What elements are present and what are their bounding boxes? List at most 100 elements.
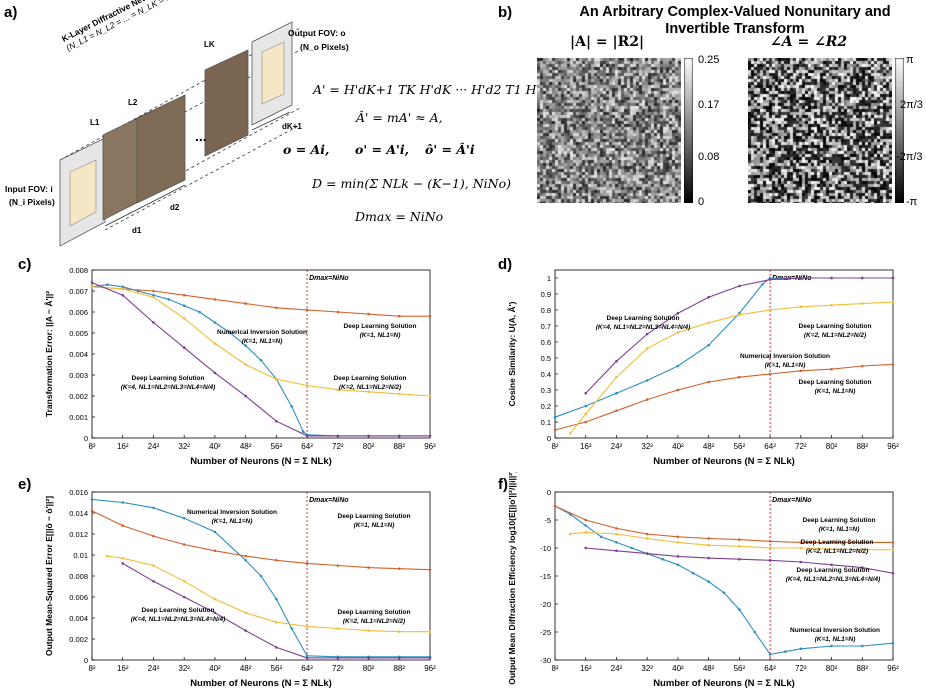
x-tick-label: 24² [611, 442, 623, 451]
x-tick-label: 48² [703, 442, 715, 451]
series-point-3 [213, 611, 217, 615]
series-point-2 [707, 321, 710, 325]
y-tick-label: -10 [540, 544, 551, 553]
series-point-0 [645, 379, 649, 382]
annotation-title: Deep Learning Solution [338, 609, 411, 616]
x-tick-label: 96² [887, 664, 899, 673]
x-tick-label: 8² [88, 664, 95, 673]
series-point-3 [768, 278, 772, 281]
series-point-0 [259, 574, 263, 578]
series-point-0 [290, 627, 294, 630]
mag-tick-1: 0.17 [698, 99, 720, 111]
x-tick-label: 88² [856, 442, 868, 451]
equation-2: Â' = mA' ≈ A, [356, 110, 443, 125]
layer-lk-label: LK [204, 40, 215, 49]
series-point-2 [367, 390, 370, 394]
annotation-title: Numerical Inversion Solution [740, 353, 830, 360]
series-point-3 [182, 595, 186, 599]
series-point-3 [213, 371, 217, 375]
series-point-1 [121, 524, 125, 527]
annotation-params: (K=4, NL1=NL2=NL3=NL4=N/4) [121, 384, 215, 391]
series-point-1 [891, 541, 895, 544]
x-tick-label: 40² [672, 664, 684, 673]
plot-frame [554, 269, 894, 439]
series-point-1 [90, 509, 94, 513]
annotation-params: (K=1, NL1=N) [242, 338, 283, 345]
input-pixels-label: (N_i Pixels) [9, 197, 55, 207]
annotation-params: (K=1, NL1=N) [765, 362, 806, 369]
x-axis-label: Number of Neurons (N = Σ NLk) [190, 456, 332, 467]
x-tick-label: 32² [641, 664, 653, 673]
series-line-1 [554, 505, 893, 543]
y-tick-label: 0.01 [73, 551, 88, 560]
series-line-1 [554, 363, 894, 431]
series-point-0 [121, 501, 125, 504]
annotation-params: (K=1, NL1=N) [212, 518, 253, 525]
series-point-2 [676, 331, 680, 334]
series-point-1 [645, 398, 649, 401]
x-axis-label: Number of Neurons (N = Σ NLk) [190, 678, 332, 689]
x-tick-label: 96² [424, 442, 436, 451]
annotation-params: (K=1, NL1=N) [354, 522, 395, 529]
series-point-2 [428, 394, 432, 398]
series-point-1 [152, 289, 155, 293]
phase-colorbar [895, 58, 904, 203]
series-point-3 [428, 656, 432, 660]
series-point-2 [397, 392, 401, 396]
phase-tick-1: 2π/3 [900, 99, 923, 111]
series-point-2 [569, 532, 572, 536]
chart-d-cosine-similarity: 0 0.1 0.2 0.3 0.4 0.5 0.6 0.7 0.8 0.9 1 8² 16² 24² 32²… [506, 269, 899, 467]
annotation-params: (K=1, NL1=N) [360, 332, 401, 339]
x-tick-label: 40² [209, 664, 221, 673]
series-point-2 [275, 377, 278, 381]
x-tick-label: 8² [88, 442, 95, 451]
equation-3b: o' = A'i, [355, 142, 409, 157]
series-point-2 [152, 296, 155, 299]
series-point-2 [830, 547, 833, 551]
series-point-3 [121, 562, 125, 565]
series-point-3 [860, 276, 864, 280]
series-point-1 [553, 504, 557, 508]
series-point-3 [275, 419, 278, 423]
diffractive-network-diagram [59, 21, 300, 247]
annotation-params: (K=1, NL1=N) [815, 636, 856, 643]
x-tick-label: 72² [795, 664, 807, 673]
series-point-3 [90, 281, 94, 284]
x-tick-label: 32² [178, 442, 190, 451]
x-tick-label: 80² [826, 442, 838, 451]
series-point-2 [367, 629, 370, 632]
series-point-1 [676, 535, 680, 539]
series-point-0 [784, 650, 787, 653]
series-point-2 [615, 375, 618, 379]
series-point-3 [645, 552, 649, 555]
annotation-title: Deep Learning Solution [338, 513, 411, 520]
series-point-3 [860, 566, 864, 569]
x-tick-label: 24² [148, 664, 160, 673]
y-tick-label: 0 [84, 656, 88, 665]
series-point-1 [213, 298, 217, 301]
series-point-3 [707, 295, 710, 299]
x-tick-label: 56² [271, 664, 283, 673]
series-point-3 [336, 434, 340, 438]
x-tick-label: 40² [209, 442, 221, 451]
series-point-3 [367, 656, 370, 660]
y-tick-label: 0.3 [541, 386, 551, 395]
series-point-1 [830, 367, 833, 371]
x-tick-label: 8² [551, 664, 558, 673]
x-tick-label: 96² [424, 664, 436, 673]
series-point-2 [615, 532, 618, 536]
series-line-2 [570, 531, 893, 551]
series-point-2 [336, 388, 340, 391]
series-point-3 [676, 555, 680, 558]
annotation-params: (K=4, NL1=NL2=NL3=NL4=N/4) [786, 576, 880, 583]
series-point-0 [244, 344, 247, 347]
series-point-0 [90, 498, 94, 501]
x-tick-label: 32² [641, 442, 653, 451]
y-tick-label: 0.2 [541, 402, 551, 411]
series-point-0 [615, 391, 618, 395]
series-point-2 [584, 531, 588, 534]
series-point-0 [707, 580, 710, 583]
x-tick-label: 56² [734, 664, 746, 673]
equation-1: A' = H'dK+1 TK H'dK ··· H'd2 T1 H'd1 [313, 82, 556, 97]
series-line-2 [107, 555, 430, 633]
